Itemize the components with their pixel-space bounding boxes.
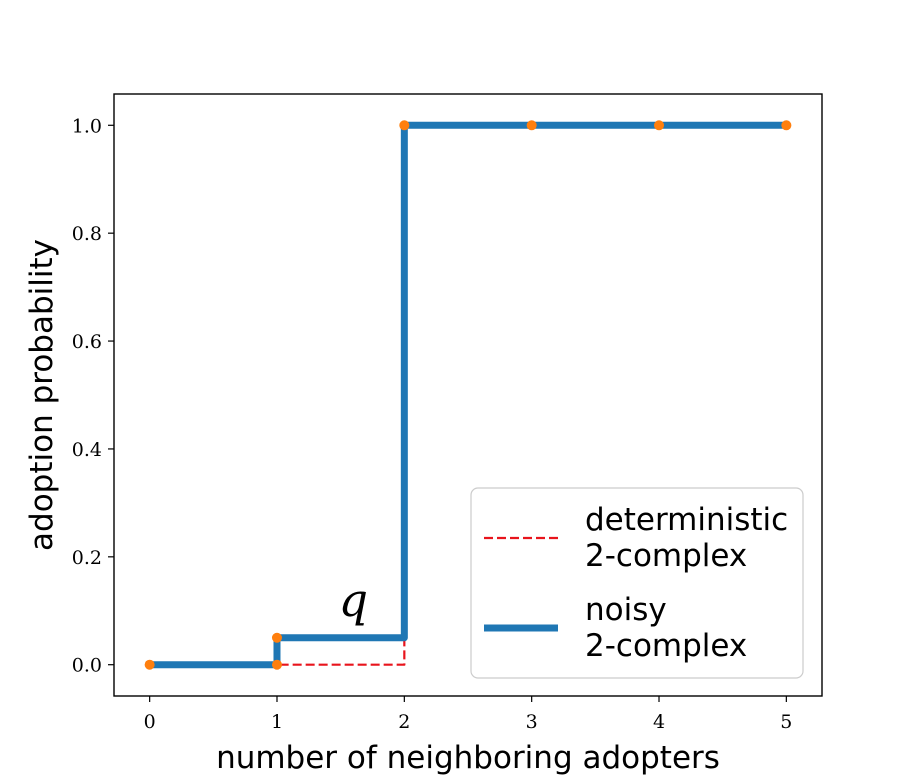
data-point (271, 632, 282, 643)
data-point (526, 120, 537, 131)
x-tick-label: 5 (780, 711, 792, 733)
y-tick-label: 0.4 (72, 439, 102, 461)
y-tick-label: 0.8 (72, 223, 102, 245)
legend-label-noisy: noisy 2-complex (585, 592, 747, 664)
data-point (654, 120, 665, 131)
data-point (781, 120, 792, 131)
series-line-noisy (149, 121, 787, 669)
legend-label-line: noisy (585, 592, 667, 628)
data-point (144, 659, 155, 670)
y-tick-label: 0.6 (72, 331, 102, 353)
y-tick-label: 0.2 (72, 547, 102, 569)
q-annotation: q (339, 573, 368, 627)
x-tick-label: 3 (526, 711, 538, 733)
legend-label-line: deterministic (585, 502, 788, 538)
x-tick-label: 4 (653, 711, 665, 733)
y-tick-label: 0.0 (72, 655, 102, 677)
x-tick-label: 2 (398, 711, 410, 733)
data-point (271, 659, 282, 670)
legend-label-deterministic: deterministic 2-complex (585, 502, 788, 574)
x-axis-label: number of neighboring adopters (216, 740, 720, 776)
plot-marks (144, 120, 792, 670)
x-tick-label: 0 (144, 711, 156, 733)
legend-label-line: 2-complex (585, 538, 747, 574)
plot-area-frame (113, 93, 823, 697)
y-axis-label: adoption probability (24, 239, 60, 551)
x-tick-label: 1 (271, 711, 283, 733)
data-point (399, 120, 410, 131)
axis-ticks: 0 1 2 3 4 5 0.0 0.2 0.4 0.6 0.8 1.0 (72, 115, 793, 733)
y-tick-label: 1.0 (72, 115, 102, 137)
legend: deterministic 2-complex noisy 2-complex (470, 487, 804, 679)
legend-label-line: 2-complex (585, 628, 747, 664)
